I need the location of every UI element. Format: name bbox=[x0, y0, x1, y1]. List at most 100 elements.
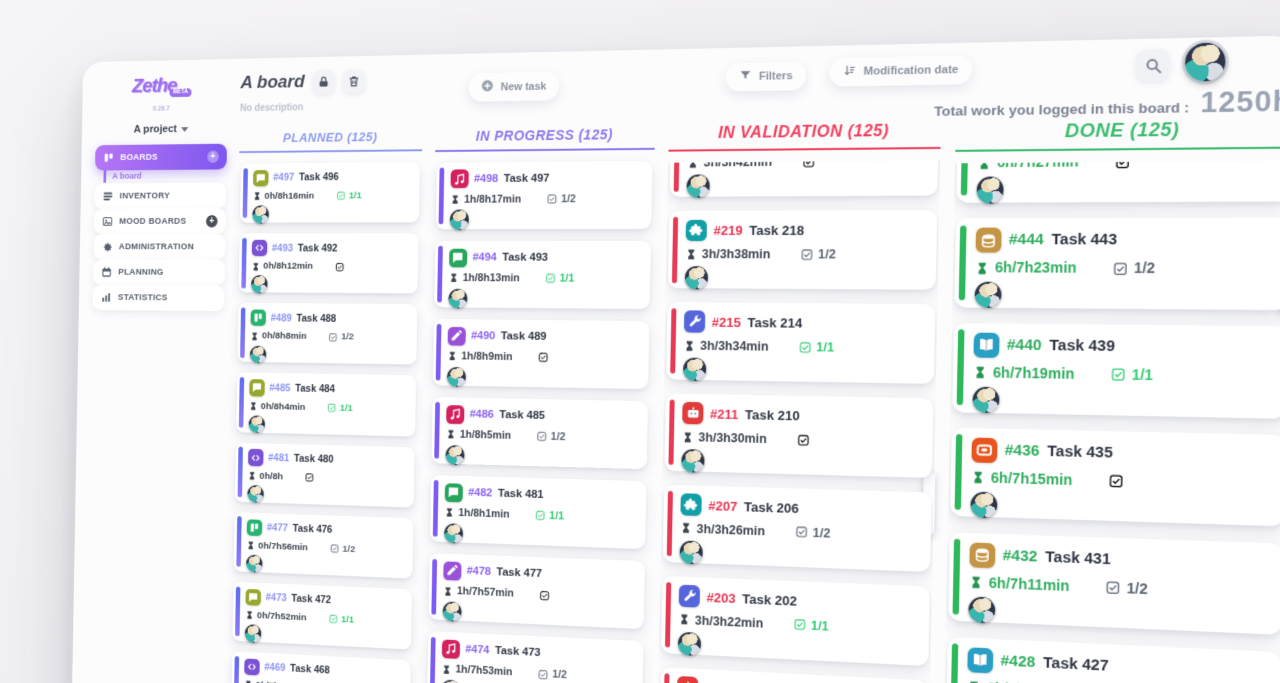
card-accent-bar bbox=[242, 168, 248, 219]
checkbox-icon bbox=[335, 262, 345, 272]
task-id: #436 bbox=[1004, 442, 1040, 461]
sidebar-item-planning[interactable]: PLANNING + bbox=[93, 259, 225, 286]
task-card[interactable]: #444 Task 443 6h/7h23min 1/2 bbox=[954, 217, 1280, 310]
task-card[interactable]: #497 Task 496 0h/8h16min 1/1 bbox=[239, 161, 421, 224]
checklist-count: 1/2 bbox=[550, 431, 566, 444]
pencil-icon bbox=[443, 561, 462, 581]
sort-button[interactable]: Modification date bbox=[829, 55, 973, 87]
sidebar-subitem[interactable]: A board bbox=[103, 168, 227, 183]
folder-icon bbox=[971, 437, 998, 464]
task-time: 6h/7h23min bbox=[994, 260, 1077, 277]
add-icon[interactable]: + bbox=[205, 266, 217, 279]
column-header: PLANNED (125) bbox=[239, 128, 423, 154]
task-id: #498 bbox=[473, 172, 499, 185]
hourglass-icon bbox=[246, 540, 255, 550]
message-icon bbox=[245, 588, 261, 606]
task-id: #219 bbox=[713, 222, 743, 238]
sidebar-item-administration[interactable]: ADMINISTRATION + bbox=[93, 234, 226, 260]
filters-button[interactable]: Filters bbox=[725, 61, 807, 92]
hourglass-icon bbox=[247, 471, 256, 481]
task-title: Task 492 bbox=[297, 242, 338, 254]
add-icon[interactable]: + bbox=[206, 189, 219, 202]
task-time: 6h/7h15min bbox=[990, 470, 1073, 489]
task-id: #486 bbox=[469, 408, 494, 421]
task-card[interactable]: #199 Task 198 3h/3h18min bbox=[659, 666, 929, 683]
card-accent-bar bbox=[671, 216, 679, 283]
task-card[interactable]: #486 Task 485 1h/8h5min 1/2 bbox=[431, 397, 648, 470]
add-icon[interactable]: + bbox=[205, 215, 218, 228]
sidebar-item-inventory[interactable]: INVENTORY + bbox=[94, 182, 227, 209]
add-icon[interactable]: + bbox=[207, 150, 219, 163]
task-checklist bbox=[539, 589, 554, 601]
sidebar-item-boards[interactable]: BOARDS + bbox=[95, 143, 227, 171]
task-card[interactable]: #211 Task 210 3h/3h30min bbox=[664, 393, 934, 479]
add-icon[interactable]: + bbox=[205, 240, 218, 254]
sidebar-item-mood-boards[interactable]: MOOD BOARDS + bbox=[93, 208, 226, 235]
assignee-avatar bbox=[682, 357, 707, 382]
board-main: A board No description New task bbox=[214, 42, 1280, 683]
task-time: 3h/3h26min bbox=[696, 521, 766, 539]
card-accent-bar bbox=[950, 643, 959, 683]
task-card[interactable]: #485 Task 484 0h/8h4min 1/1 bbox=[236, 372, 417, 437]
checklist-count: 1/2 bbox=[812, 525, 831, 541]
task-id: #428 bbox=[1000, 652, 1036, 672]
task-time: 3h/3h34min bbox=[700, 338, 769, 354]
task-card[interactable]: #432 Task 431 6h/7h11min 1/2 bbox=[948, 532, 1280, 636]
task-card[interactable]: #482 Task 481 1h/8h1min 1/1 bbox=[429, 475, 647, 550]
task-checklist: 1/1 bbox=[336, 191, 362, 202]
task-time: 1h/8h5min bbox=[459, 428, 512, 442]
checklist-count: 1/1 bbox=[816, 340, 835, 355]
card-accent-bar bbox=[666, 490, 674, 557]
task-card[interactable]: #489 Task 488 0h/8h8min 1/2 bbox=[237, 302, 418, 365]
hourglass-icon bbox=[687, 160, 699, 169]
lock-icon[interactable] bbox=[312, 70, 335, 94]
message-icon bbox=[444, 483, 463, 503]
task-card[interactable]: #428 Task 427 6h/7h7min 1/1 bbox=[946, 636, 1280, 683]
checkbox-icon bbox=[536, 431, 547, 443]
sidebar-item-statistics[interactable]: STATISTICS + bbox=[92, 284, 225, 312]
task-id: #207 bbox=[708, 497, 738, 514]
task-id: #489 bbox=[270, 312, 292, 325]
task-card[interactable]: #223 Task 222 3h/3h42min bbox=[669, 160, 940, 198]
task-card[interactable]: #478 Task 477 1h/7h57min bbox=[428, 553, 645, 630]
task-card[interactable]: #474 Task 473 1h/7h53min 1/2 bbox=[427, 631, 644, 683]
task-card[interactable]: #436 Task 435 6h/7h15min bbox=[950, 427, 1280, 527]
task-card[interactable]: #440 Task 439 6h/7h19min 1/1 bbox=[952, 322, 1280, 419]
task-card[interactable]: #469 Task 468 0h/7h48min bbox=[231, 651, 411, 683]
checkbox-icon bbox=[537, 352, 548, 363]
task-card[interactable]: #498 Task 497 1h/8h17min 1/2 bbox=[435, 160, 653, 230]
task-title: Task 435 bbox=[1047, 443, 1114, 462]
task-card[interactable]: #493 Task 492 0h/8h12min bbox=[238, 233, 419, 294]
trash-icon[interactable] bbox=[342, 69, 366, 94]
task-checklist: 1/1 bbox=[793, 618, 829, 634]
assignee-avatar bbox=[442, 601, 462, 622]
checkbox-icon bbox=[328, 332, 338, 342]
sort-descending-icon bbox=[843, 64, 857, 81]
task-card[interactable]: #490 Task 489 1h/8h9min bbox=[432, 319, 650, 390]
task-title: Task 493 bbox=[502, 251, 549, 264]
search-icon[interactable] bbox=[1135, 48, 1170, 82]
task-card[interactable]: #473 Task 472 0h/7h52min 1/1 bbox=[232, 581, 413, 650]
openbook-icon bbox=[973, 332, 1000, 359]
calendar-icon bbox=[101, 266, 112, 278]
task-checklist: 1/1 bbox=[534, 510, 564, 523]
task-time: 1h/8h17min bbox=[464, 193, 522, 206]
task-card[interactable]: #219 Task 218 3h/3h38min 1/2 bbox=[667, 210, 938, 291]
project-selector[interactable]: A project bbox=[96, 123, 228, 136]
task-card[interactable]: #481 Task 480 0h/8h bbox=[234, 442, 415, 508]
task-checklist bbox=[1108, 474, 1129, 490]
checkbox-icon bbox=[534, 510, 545, 522]
task-title: Task 468 bbox=[290, 663, 330, 677]
add-icon[interactable]: + bbox=[204, 292, 217, 305]
task-id: #474 bbox=[465, 643, 490, 657]
task-card[interactable]: #203 Task 202 3h/3h22min 1/1 bbox=[660, 575, 930, 667]
new-task-button[interactable]: New task bbox=[468, 71, 560, 102]
assignee-avatar bbox=[972, 386, 1000, 414]
task-card[interactable]: #494 Task 493 1h/8h13min 1/1 bbox=[434, 240, 651, 310]
task-card[interactable]: #477 Task 476 0h/7h56min 1/2 bbox=[233, 511, 414, 579]
task-card[interactable]: #215 Task 214 3h/3h34min 1/1 bbox=[666, 302, 936, 385]
task-card[interactable]: #207 Task 206 3h/3h26min 1/2 bbox=[662, 484, 932, 573]
task-card[interactable]: #448 Task 447 6h/7h27min bbox=[956, 160, 1280, 204]
task-id: #478 bbox=[466, 565, 492, 579]
board-column-1: IN PROGRESS (125) #498 Task 497 1h/8h17m… bbox=[422, 125, 656, 683]
